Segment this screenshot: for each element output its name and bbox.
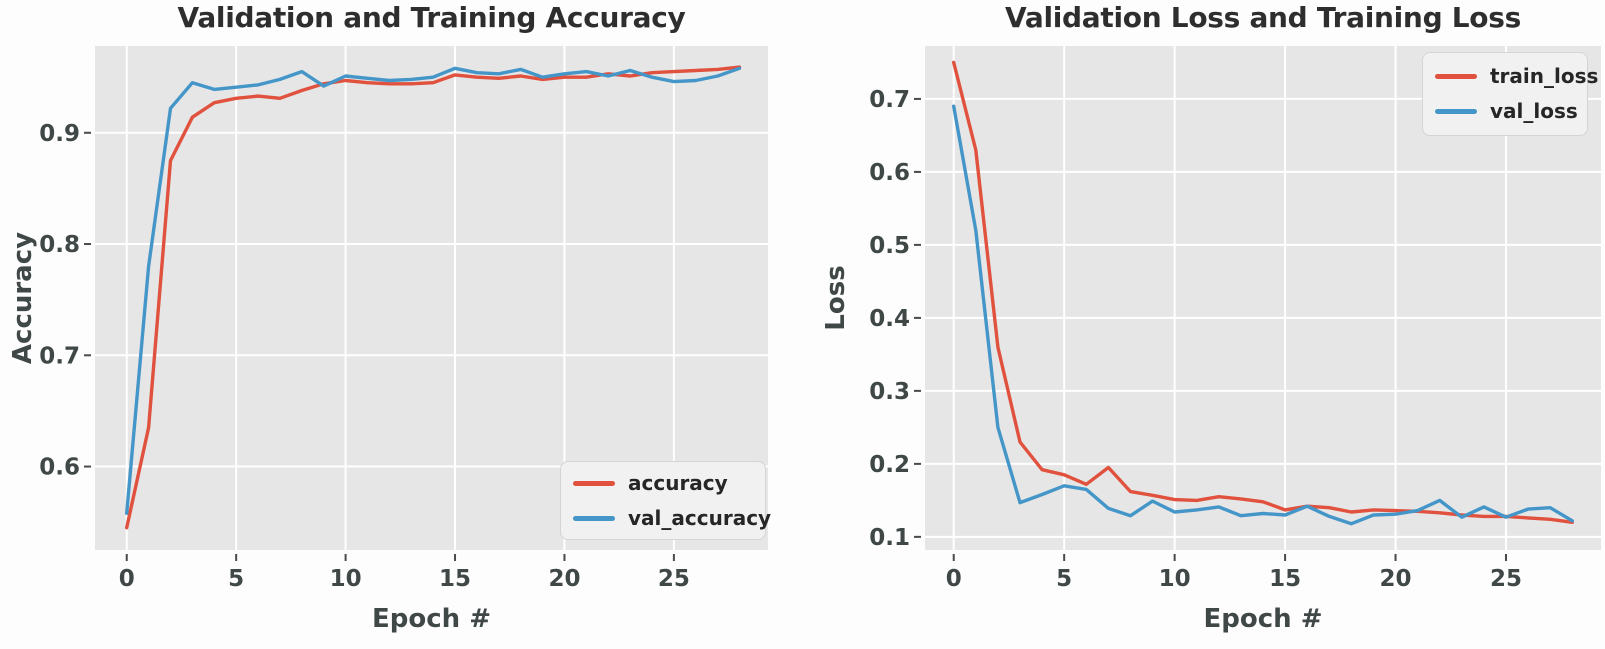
x-tick-label: 25: [1490, 566, 1522, 592]
y-tick-label: 0.7: [869, 87, 910, 113]
x-tick-label: 10: [1159, 566, 1191, 592]
series-line-accuracy: [124, 65, 742, 530]
y-axis-label: Loss: [821, 265, 851, 331]
legend-swatch-val_accuracy: [573, 515, 615, 521]
x-tick-label: 5: [1056, 566, 1072, 592]
x-tick-label: 0: [119, 566, 135, 592]
x-axis-label: Epoch #: [1203, 604, 1323, 634]
legend-swatch-accuracy: [573, 480, 615, 486]
x-tick-label: 5: [228, 566, 244, 592]
legend-item: train_loss: [1435, 64, 1598, 89]
series-line-val_loss: [951, 104, 1574, 526]
y-tick-label: 0.7: [39, 343, 80, 369]
legend-label: val_accuracy: [628, 505, 772, 530]
x-tick-label: 15: [439, 566, 471, 592]
accuracy-plot-canvas: 0 5 10 15 20 25 0.6 0.7 0.8 0.9: [39, 46, 768, 592]
legend-label: accuracy: [628, 470, 728, 495]
legend-label: val_loss: [1490, 99, 1578, 123]
x-tick-label: 20: [548, 566, 580, 592]
accuracy-chart: 0 5 10 15 20 25 0.6 0.7 0.8 0.9 Validation and Tr…: [0, 0, 800, 649]
x-tick-label: 15: [1269, 566, 1301, 592]
loss-chart: 0 5 10 15 20 25 0.1 0.2 0.3 0.4 0.5 0.6 0.7 Validati…: [805, 0, 1605, 649]
legend: train_loss val_loss: [1422, 52, 1598, 136]
y-tick-label: 0.6: [869, 160, 910, 186]
x-tick-label: 10: [330, 566, 362, 592]
y-tick-label: 0.4: [869, 306, 910, 332]
legend-swatch-val_loss: [1435, 109, 1477, 114]
legend-item: accuracy: [573, 471, 753, 496]
y-tick-label: 0.3: [869, 379, 910, 405]
x-tick-label: 0: [946, 566, 962, 592]
x-axis-label: Epoch #: [372, 604, 491, 634]
y-tick-label: 0.8: [39, 232, 80, 258]
chart-title: Validation Loss and Training Loss: [1005, 1, 1521, 34]
x-tick-label: 25: [658, 566, 690, 592]
y-axis-label: Accuracy: [8, 231, 38, 365]
x-tick-label: 20: [1380, 566, 1412, 592]
y-tick-label: 0.6: [39, 455, 80, 481]
legend-label: train_loss: [1490, 64, 1599, 88]
chart-title: Validation and Training Accuracy: [177, 1, 686, 34]
legend: accuracy val_accuracy: [560, 461, 771, 540]
y-tick-label: 0.1: [869, 525, 910, 551]
y-tick-label: 0.2: [869, 452, 910, 478]
legend-item: val_loss: [1435, 99, 1578, 124]
series-line-val_accuracy: [124, 66, 742, 515]
legend-swatch-train_loss: [1435, 74, 1477, 79]
y-tick-label: 0.5: [869, 233, 910, 259]
legend-item: val_accuracy: [573, 506, 771, 531]
y-tick-label: 0.9: [39, 121, 80, 147]
